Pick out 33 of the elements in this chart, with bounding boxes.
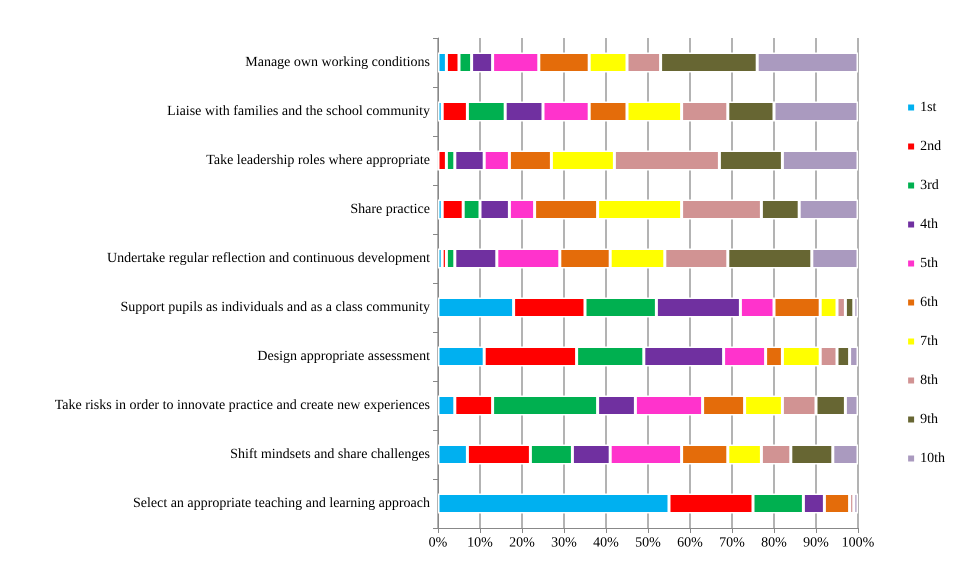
y-tick-label: Manage own working conditions	[245, 55, 430, 70]
y-tick-label: Select an appropriate teaching and learning approach	[133, 496, 430, 511]
x-tick-label: 60%	[677, 536, 704, 550]
x-tick-label: 20%	[509, 536, 536, 550]
legend-label: 8th	[920, 373, 938, 388]
y-tick-label: Share practice	[350, 202, 430, 217]
x-tick-label: 80%	[761, 536, 788, 550]
y-tick-label: Take risks in order to innovate practice and create new experiences	[54, 398, 430, 413]
x-tick-label: 90%	[803, 536, 830, 550]
x-tick-label: 0%	[428, 536, 448, 550]
bar	[854, 494, 858, 514]
y-tick-label: Support pupils as individuals and as a class community	[120, 300, 430, 315]
legend-label: 2nd	[920, 139, 942, 154]
x-tick-label: 10%	[467, 536, 494, 550]
y-tick-label: Undertake regular reflection and continuous development	[106, 251, 430, 266]
bar	[438, 248, 442, 268]
legend-label: 5th	[920, 256, 938, 271]
y-tick-label: Design appropriate assessment	[257, 349, 430, 364]
y-tick-label: Shift mindsets and share challenges	[230, 447, 430, 462]
x-tick-label: 100%	[842, 536, 875, 550]
legend-label: 4th	[920, 217, 938, 232]
x-tick-label: 40%	[593, 536, 620, 550]
legend-label: 6th	[920, 295, 938, 310]
x-tick-label: 50%	[635, 536, 662, 550]
y-tick-label: Liaise with families and the school community	[167, 104, 430, 119]
x-tick-label: 30%	[551, 536, 578, 550]
legend-label: 1st	[920, 100, 937, 115]
legend-label: 10th	[920, 451, 945, 466]
y-tick-label: Take leadership roles where appropriate	[206, 153, 430, 168]
legend-label: 9th	[920, 412, 938, 427]
x-tick-label: 70%	[719, 536, 746, 550]
legend-label: 3rd	[920, 178, 939, 193]
legend-label: 7th	[920, 334, 938, 349]
